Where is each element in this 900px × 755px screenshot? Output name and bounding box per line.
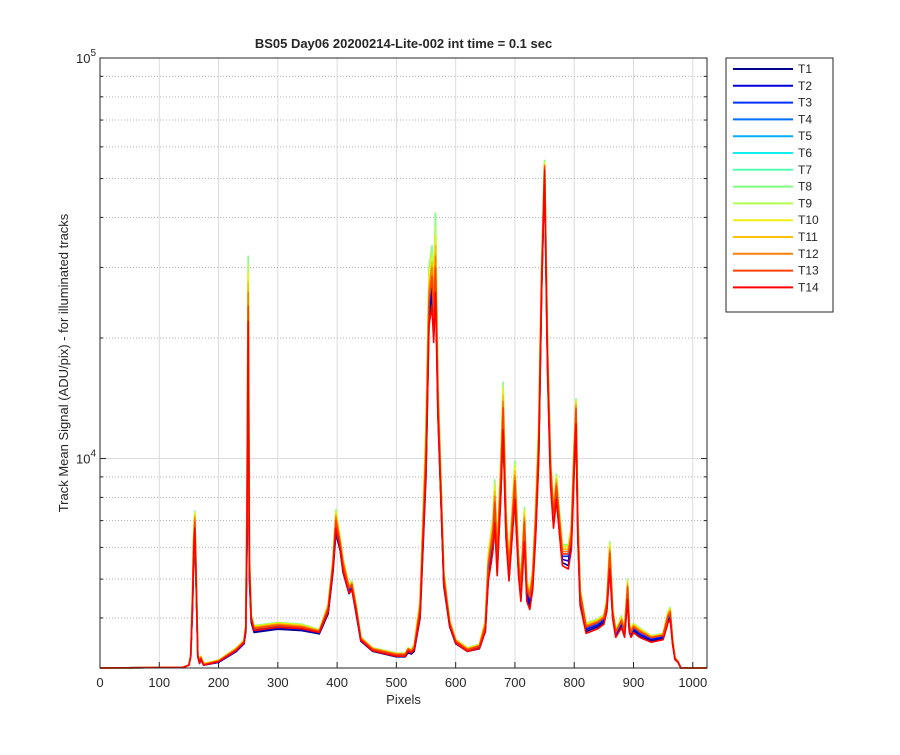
- legend-label: T4: [798, 112, 812, 126]
- legend-label: T11: [798, 230, 818, 244]
- x-tick-label: 700: [504, 675, 526, 690]
- x-tick-label: 500: [386, 675, 408, 690]
- legend-label: T7: [798, 163, 812, 177]
- x-tick-label: 400: [326, 675, 348, 690]
- x-tick-label: 600: [445, 675, 467, 690]
- grid: [99, 57, 707, 668]
- legend-label: T2: [798, 79, 812, 93]
- plot-area: [100, 58, 707, 668]
- y-tick-exponent: 5: [90, 48, 96, 59]
- x-tick-label: 800: [563, 675, 585, 690]
- series-line-t14: [99, 169, 707, 669]
- legend-label: T8: [798, 180, 812, 194]
- legend-label: T9: [798, 196, 812, 210]
- plot-frame: [99, 57, 708, 669]
- x-tick-label: 900: [623, 675, 645, 690]
- chart-title: BS05 Day06 20200214-Lite-002 int time = …: [255, 36, 552, 51]
- legend-label: T3: [798, 96, 812, 110]
- legend-label: T13: [798, 264, 819, 278]
- legend-label: T5: [798, 129, 812, 143]
- legend-label: T1: [798, 62, 812, 76]
- x-axis-label: Pixels: [386, 692, 421, 707]
- legend-label: T6: [798, 146, 812, 160]
- legend-label: T12: [798, 247, 819, 261]
- x-tick-label: 1000: [678, 675, 707, 690]
- legend-label: T10: [798, 213, 819, 227]
- x-tick-label: 200: [208, 675, 230, 690]
- y-axis-label: Track Mean Signal (ADU/pix) - for illumi…: [56, 213, 71, 512]
- x-tick-label: 100: [148, 675, 170, 690]
- x-tick-label: 300: [267, 675, 289, 690]
- y-tick-exponent: 4: [90, 449, 96, 460]
- series-lines: [99, 159, 707, 669]
- legend-label: T14: [798, 280, 819, 294]
- legend: T1 T2 T3 T4 T5 T6 T7 T8 T9 T10 T11 T12 T13 T14: [725, 57, 834, 313]
- x-tick-label: 0: [96, 675, 103, 690]
